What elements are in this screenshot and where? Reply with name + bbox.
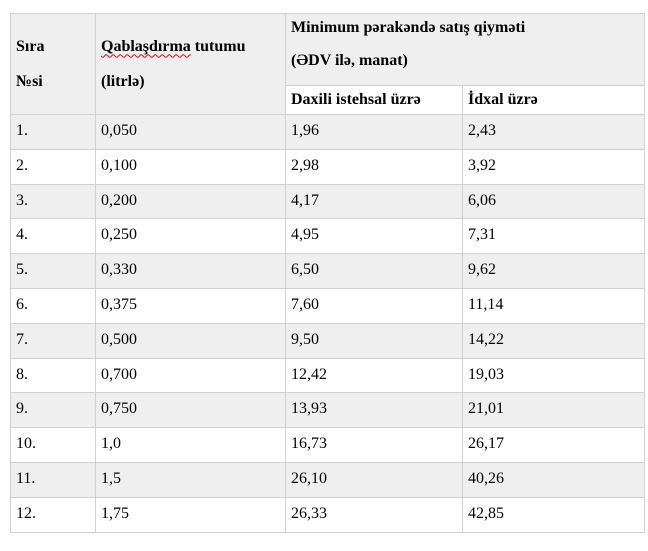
capacity-cell: 0,330 — [95, 253, 286, 289]
table-row: 5. 0,330 6,50 9,62 — [10, 253, 645, 289]
import-price-cell: 7,31 — [462, 218, 645, 255]
table-row: 11. 1,5 26,10 40,26 — [10, 461, 645, 498]
table-row: 4. 0,250 4,95 7,31 — [10, 218, 645, 255]
domestic-price-cell: 9,50 — [285, 322, 463, 359]
capacity-cell: 0,250 — [95, 218, 286, 255]
header-price-group-line1: Minimum pərakəndə satış qiyməti — [291, 19, 526, 36]
import-price-cell: 9,62 — [462, 253, 645, 289]
table-row: 6. 0,375 7,60 11,14 — [10, 287, 645, 324]
row-number-cell: 6. — [10, 287, 96, 324]
import-price-cell: 3,92 — [462, 148, 645, 185]
table-row: 1. 0,050 1,96 2,43 — [10, 114, 645, 150]
row-number-cell: 9. — [10, 392, 96, 429]
domestic-price-cell: 2,98 — [285, 148, 463, 185]
capacity-cell: 1,75 — [95, 496, 286, 533]
capacity-cell: 0,100 — [95, 148, 286, 185]
header-packaging-capacity: Qablaşdırma tutumu (litrlə) — [95, 13, 286, 115]
domestic-price-cell: 6,50 — [285, 253, 463, 289]
import-price-cell: 26,17 — [462, 427, 645, 463]
header-capacity-line2: (litrlə) — [101, 72, 145, 90]
capacity-cell: 0,500 — [95, 322, 286, 359]
row-number-cell: 1. — [10, 114, 96, 150]
row-number-cell: 5. — [10, 253, 96, 289]
header-domestic-production: Daxili istehsal üzrə — [285, 84, 463, 116]
table-row: 10. 1,0 16,73 26,17 — [10, 427, 645, 463]
domestic-price-cell: 26,33 — [285, 496, 463, 533]
row-number-cell: 8. — [10, 357, 96, 394]
table-row: 8. 0,700 12,42 19,03 — [10, 357, 645, 394]
capacity-cell: 0,050 — [95, 114, 286, 150]
capacity-cell: 0,375 — [95, 287, 286, 324]
domestic-price-cell: 1,96 — [285, 114, 463, 150]
domestic-price-cell: 4,95 — [285, 218, 463, 255]
row-number-cell: 12. — [10, 496, 96, 533]
header-import: İdxal üzrə — [462, 84, 645, 116]
capacity-cell: 1,5 — [95, 461, 286, 498]
import-price-cell: 14,22 — [462, 322, 645, 359]
row-number-cell: 10. — [10, 427, 96, 463]
header-row-top: Sıra №si Qablaşdırma tutumu (litrlə) Min… — [10, 13, 645, 115]
min-retail-price-table: Sıra №si Qablaşdırma tutumu (litrlə) Min… — [10, 13, 645, 533]
table-row: 2. 0,100 2,98 3,92 — [10, 148, 645, 185]
domestic-price-cell: 12,42 — [285, 357, 463, 394]
domestic-price-cell: 4,17 — [285, 183, 463, 220]
header-price-group-line2: (ƏDV ilə, manat) — [291, 52, 408, 69]
import-price-cell: 6,06 — [462, 183, 645, 220]
table-row: 7. 0,500 9,50 14,22 — [10, 322, 645, 359]
table-row: 9. 0,750 13,93 21,01 — [10, 392, 645, 429]
header-capacity-rest: tutumu — [190, 37, 246, 55]
domestic-price-cell: 13,93 — [285, 392, 463, 429]
row-number-cell: 7. — [10, 322, 96, 359]
misspelled-word: Qablaşdırma — [101, 37, 191, 55]
domestic-price-cell: 16,73 — [285, 427, 463, 463]
capacity-cell: 0,750 — [95, 392, 286, 429]
header-serial-line2: №si — [16, 72, 43, 90]
domestic-price-cell: 26,10 — [285, 461, 463, 498]
row-number-cell: 11. — [10, 461, 96, 498]
header-price-group: Minimum pərakəndə satış qiyməti (ƏDV ilə… — [285, 13, 645, 86]
domestic-price-cell: 7,60 — [285, 287, 463, 324]
capacity-cell: 0,700 — [95, 357, 286, 394]
table-row: 12. 1,75 26,33 42,85 — [10, 496, 645, 533]
table-row: 3. 0,200 4,17 6,06 — [10, 183, 645, 220]
header-serial-line1: Sıra — [16, 37, 45, 55]
import-price-cell: 2,43 — [462, 114, 645, 150]
header-capacity-line1: Qablaşdırma tutumu — [101, 37, 280, 57]
table-body: 1. 0,050 1,96 2,43 2. 0,100 2,98 3,92 3. 0,200 4,1… — [10, 114, 645, 533]
row-number-cell: 4. — [10, 218, 96, 255]
header-serial-number: Sıra №si — [10, 13, 96, 115]
row-number-cell: 2. — [10, 148, 96, 185]
capacity-cell: 0,200 — [95, 183, 286, 220]
row-number-cell: 3. — [10, 183, 96, 220]
table-header: Sıra №si Qablaşdırma tutumu (litrlə) Min… — [10, 13, 645, 116]
import-price-cell: 21,01 — [462, 392, 645, 429]
import-price-cell: 42,85 — [462, 496, 645, 533]
import-price-cell: 19,03 — [462, 357, 645, 394]
import-price-cell: 11,14 — [462, 287, 645, 324]
capacity-cell: 1,0 — [95, 427, 286, 463]
header-row-sub: Daxili istehsal üzrə İdxal üzrə — [11, 84, 645, 116]
import-price-cell: 40,26 — [462, 461, 645, 498]
